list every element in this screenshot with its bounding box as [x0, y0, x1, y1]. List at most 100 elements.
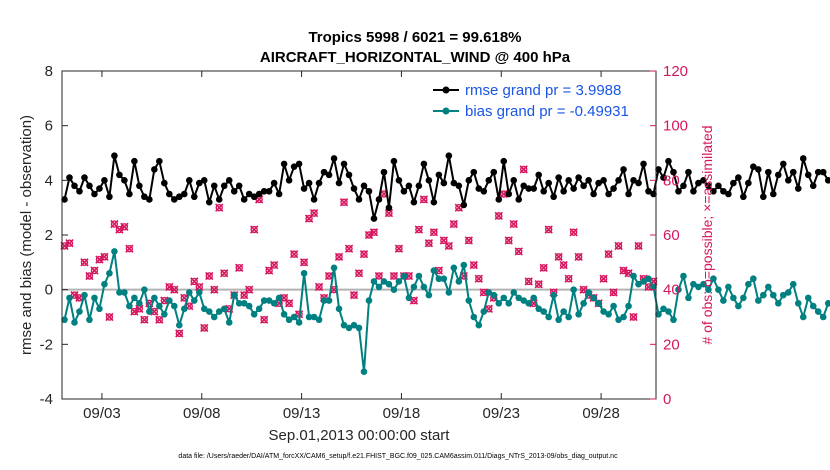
- obs-assimilated-stroke: [519, 165, 528, 174]
- bias-point: [260, 297, 268, 304]
- obs-assimilated-stroke: [604, 249, 613, 259]
- legend-marker-bias: [442, 107, 450, 115]
- obs-possible-point: [290, 250, 298, 258]
- obs-assimilated-stroke: [175, 329, 184, 338]
- obs-assimilated-point: [215, 203, 224, 212]
- rmse-point: [405, 182, 413, 190]
- obs-assimilated-point: [604, 249, 613, 259]
- bias-point: [420, 283, 428, 291]
- obs-assimilated-stroke: [404, 271, 414, 281]
- bias-line: [63, 250, 830, 373]
- rmse-point: [96, 185, 103, 192]
- bias-point: [765, 283, 772, 291]
- rmse-point: [625, 190, 632, 198]
- rmse-point: [615, 177, 622, 184]
- obs-assimilated-stroke: [429, 228, 439, 237]
- rmse-point: [61, 196, 68, 203]
- y-tick-label-right: 100: [663, 118, 688, 135]
- rmse-point: [450, 179, 458, 187]
- rmse-point: [770, 190, 777, 198]
- rmse-point: [270, 179, 278, 187]
- bias-point: [270, 300, 278, 307]
- bias-point: [305, 313, 313, 321]
- x-tick-label: 09/28: [582, 405, 620, 422]
- obs-possible-point: [450, 220, 458, 228]
- bias-point: [76, 308, 83, 315]
- bias-point: [505, 300, 513, 307]
- obs-possible-point: [190, 277, 198, 286]
- obs-possible-point: [465, 236, 473, 245]
- obs-assimilated-stroke: [469, 260, 478, 270]
- obs-assimilated-point: [554, 252, 563, 262]
- bias-point: [720, 297, 727, 304]
- rmse-point: [700, 177, 707, 184]
- bias-point: [535, 305, 542, 313]
- rmse-point: [420, 160, 428, 168]
- obs-assimilated-stroke: [80, 258, 89, 267]
- rmse-point: [480, 187, 488, 195]
- bias-point: [774, 300, 782, 307]
- obs-assimilated-stroke: [309, 208, 319, 218]
- obs-assimilated-point: [389, 271, 399, 281]
- obs-assimilated-point: [369, 228, 379, 237]
- obs-possible-point: [85, 272, 94, 280]
- bias-point: [515, 294, 523, 302]
- bias-point: [565, 313, 572, 321]
- obs-assimilated-point: [619, 266, 628, 275]
- bias-point: [600, 308, 607, 315]
- obs-assimilated-stroke: [424, 239, 434, 248]
- obs-possible-point: [510, 220, 518, 228]
- obs-possible-point: [250, 225, 258, 234]
- rmse-point: [235, 182, 243, 190]
- obs-assimilated-stroke: [574, 252, 583, 262]
- obs-assimilated-point: [364, 230, 374, 240]
- obs-assimilated-stroke: [115, 225, 124, 234]
- bias-point: [570, 286, 577, 293]
- bias-point: [111, 248, 118, 255]
- rmse-point: [585, 177, 592, 184]
- rmse-point: [360, 182, 368, 190]
- obs-assimilated-stroke: [155, 315, 164, 324]
- bias-point: [660, 305, 667, 313]
- obs-assimilated-point: [354, 269, 364, 278]
- rmse-point: [151, 166, 158, 173]
- obs-possible-point: [335, 253, 343, 261]
- bias-point: [680, 272, 687, 280]
- obs-possible-point: [375, 272, 383, 280]
- rmse-point: [789, 168, 797, 176]
- rmse-point: [610, 185, 617, 192]
- obs-possible-point: [345, 244, 353, 253]
- obs-possible-point: [140, 316, 149, 324]
- obs-assimilated-point: [284, 299, 294, 308]
- rmse-point: [725, 190, 732, 198]
- obs-assimilated-point: [250, 225, 259, 234]
- obs-assimilated-point: [534, 280, 543, 289]
- bias-point: [665, 308, 672, 315]
- data-file-footnote: data file: /Users/raeder/DAI/ATM_forcXX/…: [178, 453, 618, 460]
- rmse-point: [804, 171, 812, 179]
- rmse-point: [485, 177, 493, 184]
- rmse-point: [320, 168, 328, 176]
- obs-assimilated-stroke: [250, 225, 259, 234]
- rmse-point: [515, 196, 523, 203]
- obs-assimilated-stroke: [569, 228, 578, 237]
- bias-point: [240, 300, 248, 307]
- obs-assimilated-point: [95, 255, 104, 264]
- obs-possible-point: [300, 258, 308, 267]
- obs-assimilated-stroke: [359, 249, 369, 259]
- obs-assimilated-stroke: [135, 304, 144, 313]
- bias-point: [295, 319, 303, 326]
- obs-assimilated-stroke: [554, 252, 563, 262]
- bias-point: [335, 305, 343, 313]
- obs-possible-point: [554, 253, 563, 261]
- obs-assimilated-stroke: [255, 195, 264, 204]
- bias-point: [575, 310, 582, 318]
- bias-point: [200, 305, 208, 313]
- bias-point: [700, 280, 707, 288]
- y-tick-label-left: -4: [40, 391, 53, 408]
- rmse-point: [76, 187, 83, 195]
- rmse-point: [765, 168, 772, 176]
- obs-assimilated-stroke: [479, 288, 488, 297]
- rmse-point: [440, 179, 448, 187]
- bias-point: [405, 294, 413, 302]
